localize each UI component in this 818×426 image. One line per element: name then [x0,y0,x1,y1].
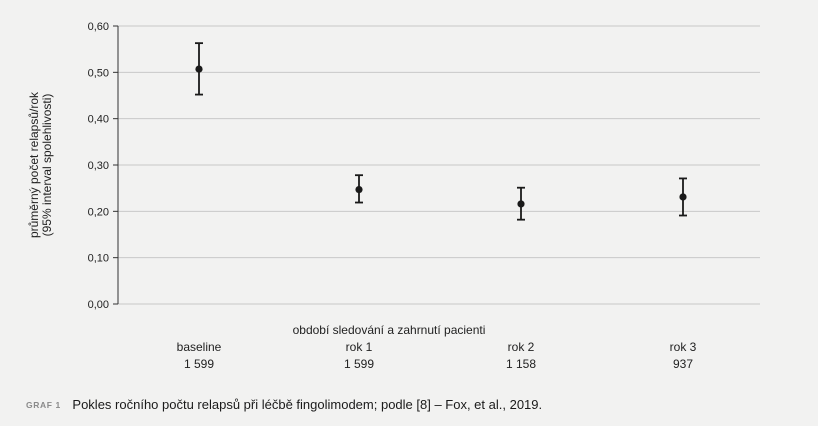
y-tick-label: 0,30 [88,160,109,172]
error-bar-3 [517,186,525,221]
data-marks [195,42,687,221]
x-patient-count: 1 599 [184,357,214,371]
y-tick-label: 0,50 [88,67,109,79]
y-tick-label: 0,00 [88,299,109,311]
gridlines [113,25,760,305]
error-bar-1 [195,42,203,96]
y-tick-label: 0,20 [88,206,109,218]
y-tick-label: 0,40 [88,114,109,126]
x-patient-count: 1 599 [344,357,374,371]
figure-caption-text: Pokles ročního počtu relapsů při léčbě f… [72,397,543,412]
x-tick-labels: baseline 1 599 rok 1 1 599 rok 2 1 158 rok 3 93… [177,340,697,371]
x-category-label: baseline [177,340,222,354]
data-point [195,65,203,73]
x-category-label: rok 1 [346,340,373,354]
x-category-label: rok 3 [670,340,697,354]
x-patient-count: 1 158 [506,357,536,371]
x-category-label: rok 2 [508,340,535,354]
error-bar-4 [679,177,687,217]
error-bar-2 [355,174,363,204]
figure-caption: GRAF 1 Pokles ročního počtu relapsů při … [26,397,542,412]
y-tick-label: 0,10 [88,253,109,265]
y-tick-label: 0,60 [88,21,109,33]
data-point [355,185,363,194]
y-tick-labels: 0,00 0,10 0,20 0,30 0,40 0,50 0,60 [88,21,109,311]
figure-tag: GRAF 1 [26,400,61,410]
data-point [517,200,525,208]
chart: 0,00 0,10 0,20 0,30 0,40 0,50 0,60 baseline 1 5… [27,21,760,371]
x-patient-count: 937 [673,357,693,371]
x-axis-title: období sledování a zahrnutí pacienti [293,323,486,337]
y-axis-title-line1: průměrný počet relapsů/rok [27,91,41,238]
y-axis-title-line2: (95% interval spolehlivosti) [40,94,54,237]
data-point [679,193,687,201]
